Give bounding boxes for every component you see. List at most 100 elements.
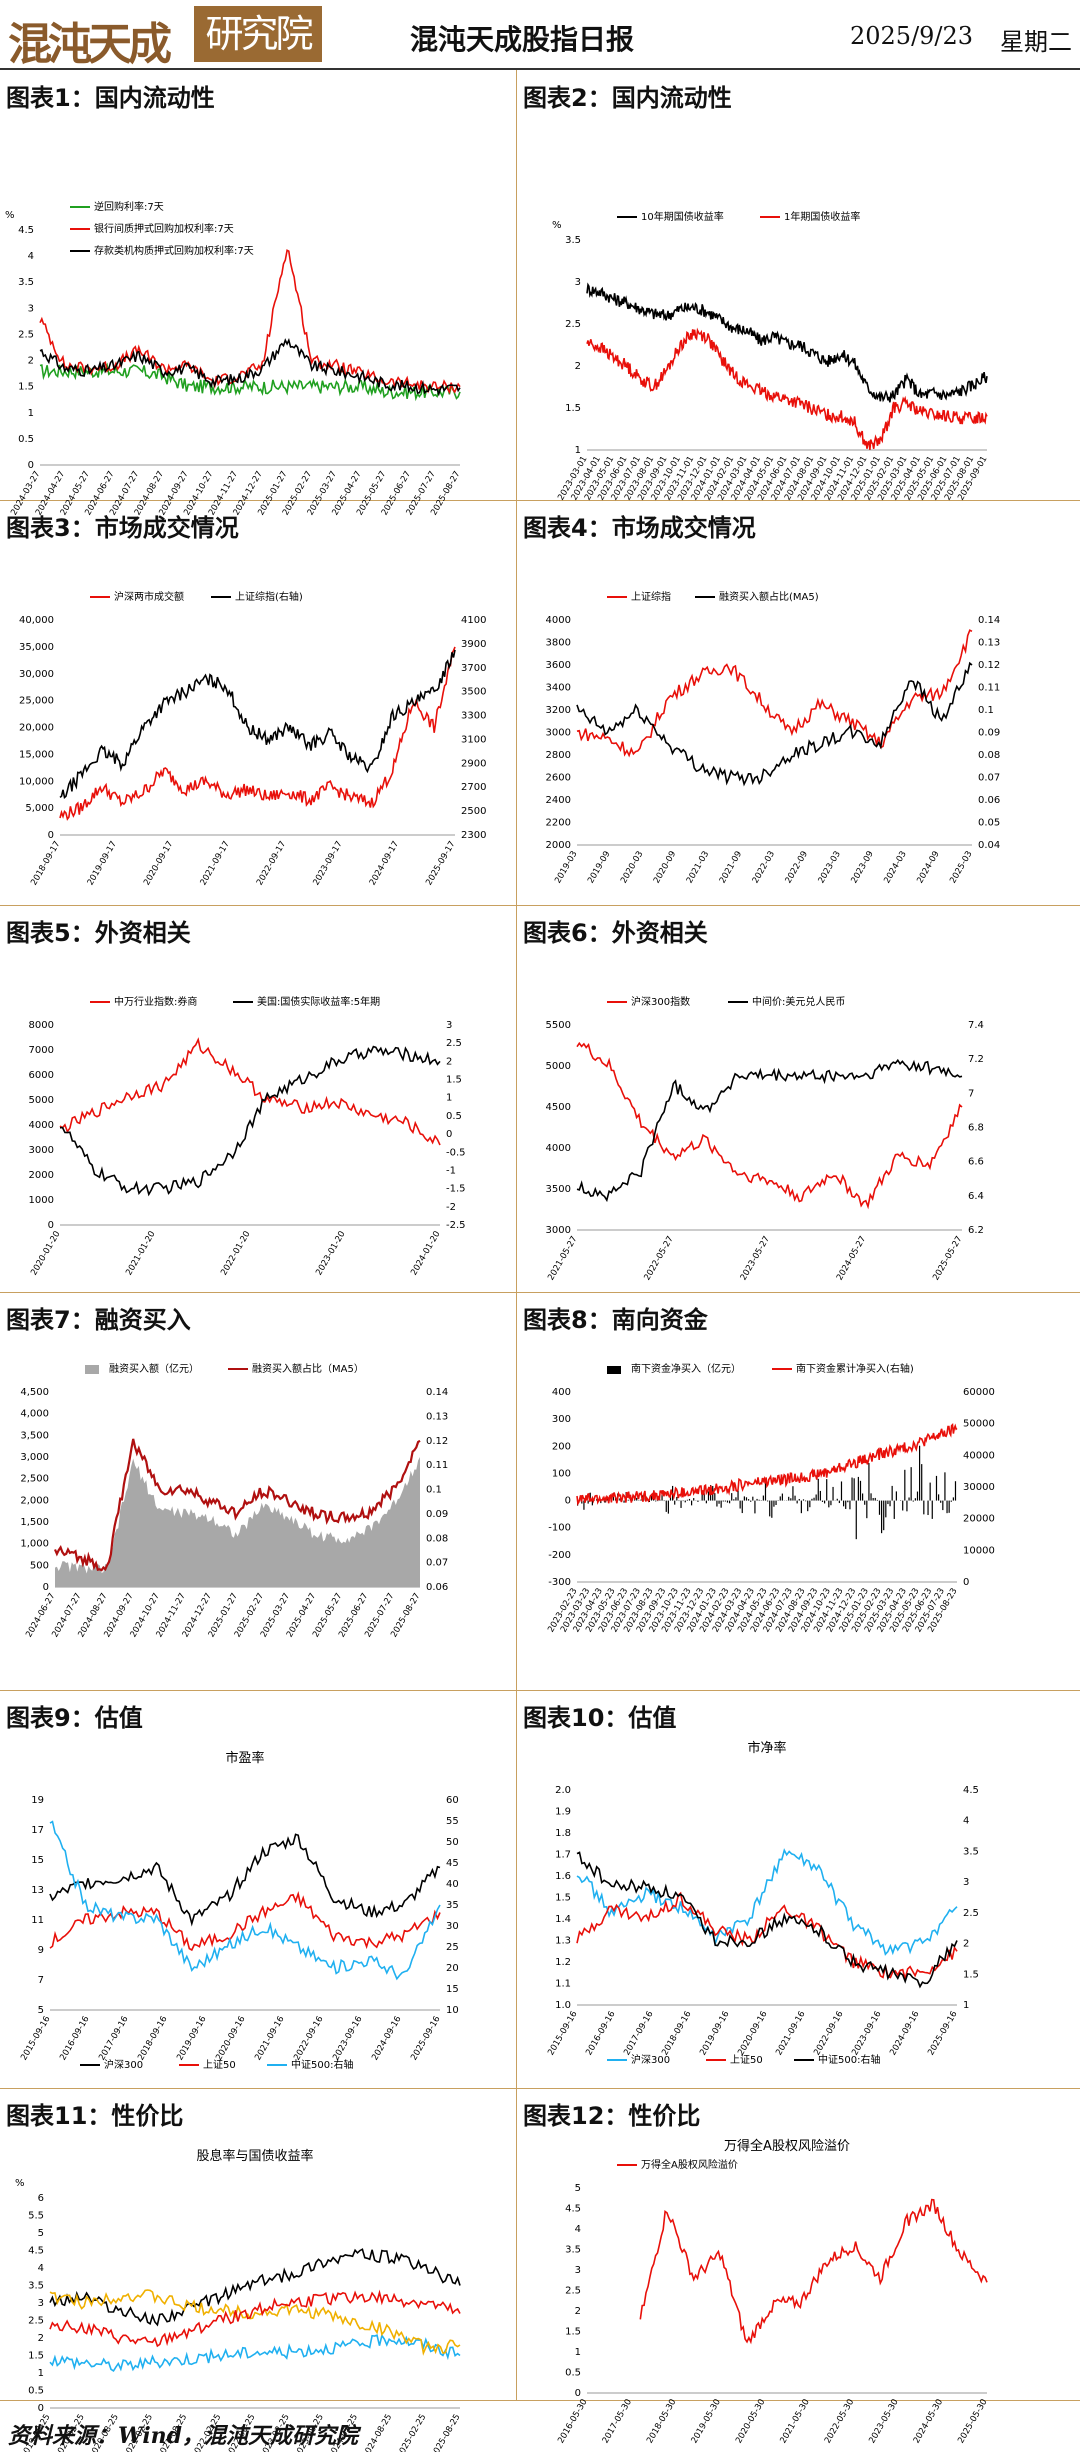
bar [600,1500,602,1504]
x-tick-label: 2016-05-30 [556,2398,589,2446]
legend-entry: 中证500:右轴 [267,2058,353,2071]
bar [889,1500,891,1507]
y-tick-label: 2400 [546,795,571,806]
y-tick-label: 0 [38,2403,44,2414]
legend-label: 万得全A股权风险溢价 [641,2158,738,2171]
y2-tick-label: 40 [446,1879,459,1890]
y-tick-label: 40,000 [19,615,54,626]
chart-3: 沪深两市成交额 上证综指(右轴) 0 5,000 10,000 15,000 20,000 2… [19,590,486,887]
bar [796,1500,798,1504]
bar [792,1486,794,1501]
legend-label: 上证50 [730,2054,763,2066]
chart-4: 上证综指 融资买入额占比(MA5) 2000 2200 2400 2600 2800 3000… [546,590,1001,885]
y2-tick-label: 6.8 [968,1123,984,1134]
y-tick-label: 3.5 [565,235,581,246]
bar [743,1496,745,1501]
series-line [59,649,456,800]
y2-tick-label: -0.5 [446,1147,466,1158]
panel-title: 图表3：市场成交情况 [6,514,239,542]
y-tick-label: 6000 [29,1070,54,1081]
bar [851,1477,853,1501]
legend-label: 逆回购利率:7天 [94,200,164,213]
y-tick-label: 2000 [546,840,571,851]
y2-tick-label: 2900 [461,758,486,769]
bar [781,1493,783,1501]
bar [872,1498,874,1501]
legend-label: 融资买入额（亿元） [109,1362,199,1375]
y2-tick-label: 25 [446,1942,459,1953]
panel-title: 图表8：南向资金 [523,1306,708,1334]
legend-entry: 沪深300指数 [607,995,690,1008]
y-tick-label: 5 [38,2005,44,2016]
series-line [39,362,461,402]
x-tick-label: 2016-09-16 [58,2015,91,2063]
y-tick-label: 0 [575,2388,581,2399]
y2-tick-label: 0.1 [978,705,994,716]
y-tick-label: 0.5 [18,434,34,445]
y-tick-label: 3600 [546,660,571,671]
chart-5: 中万行业指数:券商 美国:国债实际收益率:5年期 0 1000 2000 3000 4000… [29,995,466,1277]
y-tick-label: 1.7 [555,1850,571,1861]
y-tick-label: 1.5 [18,382,34,393]
y-tick-label: 1.5 [555,1893,571,1904]
y2-tick-label: 1.5 [446,1075,462,1086]
y-tick-label: 0 [28,460,34,471]
series-line [49,2289,461,2348]
y2-tick-label: -2.5 [446,1220,466,1231]
bar [729,1500,731,1504]
series-line [576,1848,958,1956]
company-logo: 混沌天成 研究院 [8,6,322,70]
bar [807,1500,809,1512]
y2-tick-label: 50 [446,1837,459,1848]
y-tick-label: 2.0 [555,1785,571,1796]
bar [857,1476,859,1501]
x-tick-label: 2022-05-27 [642,1235,675,1283]
bar [923,1500,925,1515]
y2-tick-label: 55 [446,1816,459,1827]
y-axis-label: % [15,2178,25,2189]
y2-tick-label: 2 [446,1056,452,1067]
legend-entry: 美国:国债实际收益率:5年期 [233,995,380,1008]
area-series [55,1457,420,1587]
bar-series [577,1445,957,1540]
x-tick-label: 2016-09-16 [584,2010,617,2058]
bar [952,1497,954,1501]
bar [650,1495,653,1501]
y2-tick-label: 0.12 [978,660,1000,671]
y-tick-label: 3000 [546,1225,571,1236]
x-tick-label: 2025-02-25 [395,2413,428,2452]
legend-label: 中间价:美元兑人民币 [752,995,845,1008]
x-tick-label: 2023-05-30 [867,2398,900,2446]
bar [821,1500,824,1502]
y2-tick-label: 4 [963,1816,969,1827]
legend-entry: 存款类机构质押式回购加权利率:7天 [70,244,254,257]
bar [878,1500,881,1515]
y-tick-label: 4.5 [28,2246,44,2257]
y-tick-label: 19 [31,1795,44,1806]
bar [779,1496,781,1501]
panel-title: 图表10：估值 [523,1704,677,1732]
y-tick-label: 400 [552,1387,571,1398]
bar [832,1486,834,1501]
bar [893,1500,895,1519]
bar [722,1500,724,1502]
y-tick-label: 10,000 [19,776,54,787]
y-tick-label: 3 [28,303,34,314]
y-tick-label: 11 [31,1915,44,1926]
bar [762,1495,764,1501]
bar [634,1499,636,1501]
bar [767,1500,769,1502]
bar [887,1500,889,1505]
y-tick-label: 3200 [546,705,571,716]
bar [775,1500,777,1505]
x-tick-label: 2024-09-16 [888,2010,921,2058]
y2-tick-label: -1.5 [446,1184,466,1195]
legend-label: 沪深300 [631,2053,670,2066]
bar [885,1500,887,1518]
legend-entry: 逆回购利率:7天 [70,200,164,213]
series-line [49,2248,461,2327]
bar [859,1480,862,1501]
y-tick-label: 4,000 [20,1409,49,1420]
y-tick-label: 2 [28,356,34,367]
